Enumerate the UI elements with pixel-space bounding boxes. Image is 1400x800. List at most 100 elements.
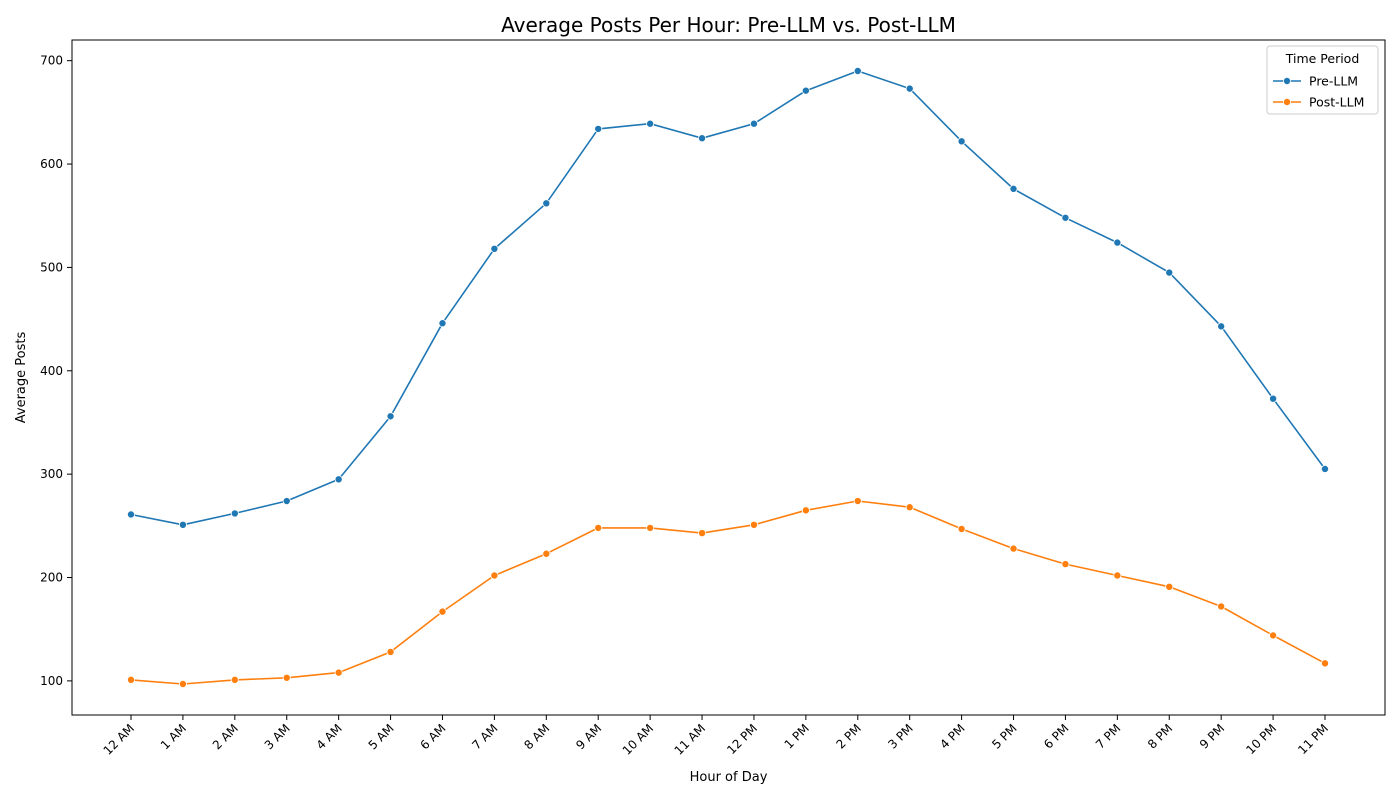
data-point <box>230 675 239 684</box>
legend-marker <box>1283 77 1292 86</box>
x-tick-label: 5 AM <box>366 721 397 752</box>
legend-entries: Pre-LLM Post-LLM <box>1273 74 1364 110</box>
legend-entry: Post-LLM <box>1273 95 1364 110</box>
legend-entry: Pre-LLM <box>1273 74 1358 89</box>
x-tick-label: 1 AM <box>158 721 189 752</box>
data-point <box>1217 322 1226 331</box>
x-tick-label: 8 PM <box>1145 721 1175 751</box>
x-tick-label: 4 AM <box>314 721 345 752</box>
data-point <box>1113 238 1122 247</box>
series-post-llm <box>127 497 1330 688</box>
data-point <box>1217 602 1226 611</box>
data-point <box>1165 268 1174 277</box>
data-point <box>334 668 343 677</box>
x-tick-label: 2 PM <box>833 721 863 751</box>
data-point <box>1061 213 1070 222</box>
data-point <box>853 67 862 76</box>
x-tick-label: 9 PM <box>1197 721 1227 751</box>
data-point <box>1165 582 1174 591</box>
data-point <box>334 475 343 484</box>
legend-box <box>1266 45 1379 115</box>
data-point <box>178 520 187 529</box>
x-tick-label: 10 AM <box>620 721 657 758</box>
x-tick-label: 7 PM <box>1093 721 1123 751</box>
x-tick-label: 1 PM <box>782 721 812 751</box>
y-axis-ticks: 100 200 300 400 500 600 700 <box>40 54 72 688</box>
chart-title: Average Posts Per Hour: Pre-LLM vs. Post… <box>501 13 956 37</box>
data-point <box>1321 464 1330 473</box>
data-point <box>1269 631 1278 640</box>
data-point <box>749 520 758 529</box>
data-point <box>282 673 291 682</box>
x-tick-label: 9 AM <box>573 721 604 752</box>
y-tick-label: 500 <box>40 260 63 274</box>
data-point <box>646 119 655 128</box>
x-axis-label: Hour of Day <box>690 770 768 785</box>
data-point <box>646 523 655 532</box>
data-point <box>127 675 136 684</box>
x-tick-label: 6 AM <box>417 721 448 752</box>
data-point <box>386 412 395 421</box>
data-point <box>698 529 707 538</box>
x-tick-label: 11 AM <box>672 721 709 758</box>
x-axis-ticks: 12 AM 1 AM 2 AM 3 AM 4 AM 5 AM 6 AM 7 AM 8 AM 9 A… <box>101 715 1331 758</box>
plot-area-frame <box>71 39 1386 716</box>
x-tick-label: 12 AM <box>101 721 138 758</box>
legend: Time Period Pre-LLM Post-LLM <box>1266 45 1379 115</box>
legend-title: Time Period <box>1285 51 1360 66</box>
data-point <box>594 124 603 133</box>
data-point <box>282 497 291 506</box>
y-tick-label: 200 <box>40 571 63 585</box>
data-point <box>1113 571 1122 580</box>
x-tick-label: 5 PM <box>989 721 1019 751</box>
data-point <box>230 509 239 518</box>
data-point <box>127 510 136 519</box>
x-tick-label: 2 AM <box>210 721 241 752</box>
y-tick-label: 600 <box>40 157 63 171</box>
data-point <box>178 679 187 688</box>
data-point <box>801 506 810 515</box>
y-tick-label: 700 <box>40 54 63 68</box>
y-tick-label: 400 <box>40 364 63 378</box>
data-point <box>905 503 914 512</box>
x-tick-label: 7 AM <box>469 721 500 752</box>
x-tick-label: 4 PM <box>937 721 967 751</box>
data-point <box>853 497 862 506</box>
series-line <box>130 70 1326 526</box>
series-pre-llm <box>127 67 1330 529</box>
y-axis-label: Average Posts <box>14 332 29 424</box>
data-point <box>490 244 499 253</box>
data-point <box>1269 394 1278 403</box>
data-point <box>542 549 551 558</box>
series-layer <box>127 67 1330 688</box>
x-tick-label: 8 AM <box>521 721 552 752</box>
x-tick-label: 3 AM <box>262 721 293 752</box>
legend-label: Post-LLM <box>1309 95 1364 110</box>
x-tick-label: 6 PM <box>1041 721 1071 751</box>
data-point <box>698 134 707 143</box>
data-point <box>438 607 447 616</box>
x-tick-label: 11 PM <box>1295 721 1331 757</box>
y-tick-label: 300 <box>40 467 63 481</box>
data-point <box>438 319 447 328</box>
x-tick-label: 3 PM <box>885 721 915 751</box>
y-tick-label: 100 <box>40 674 63 688</box>
data-point <box>749 119 758 128</box>
data-point <box>1009 544 1018 553</box>
data-point <box>1009 184 1018 193</box>
data-point <box>1061 560 1070 569</box>
data-point <box>490 571 499 580</box>
data-point <box>594 523 603 532</box>
data-point <box>542 199 551 208</box>
series-line <box>130 500 1326 685</box>
data-point <box>1321 659 1330 668</box>
legend-label: Pre-LLM <box>1309 74 1358 89</box>
data-point <box>905 84 914 93</box>
x-tick-label: 12 PM <box>724 721 760 757</box>
x-tick-label: 10 PM <box>1243 721 1279 757</box>
data-point <box>801 86 810 95</box>
legend-marker <box>1283 98 1292 107</box>
data-point <box>386 647 395 656</box>
data-point <box>957 524 966 533</box>
